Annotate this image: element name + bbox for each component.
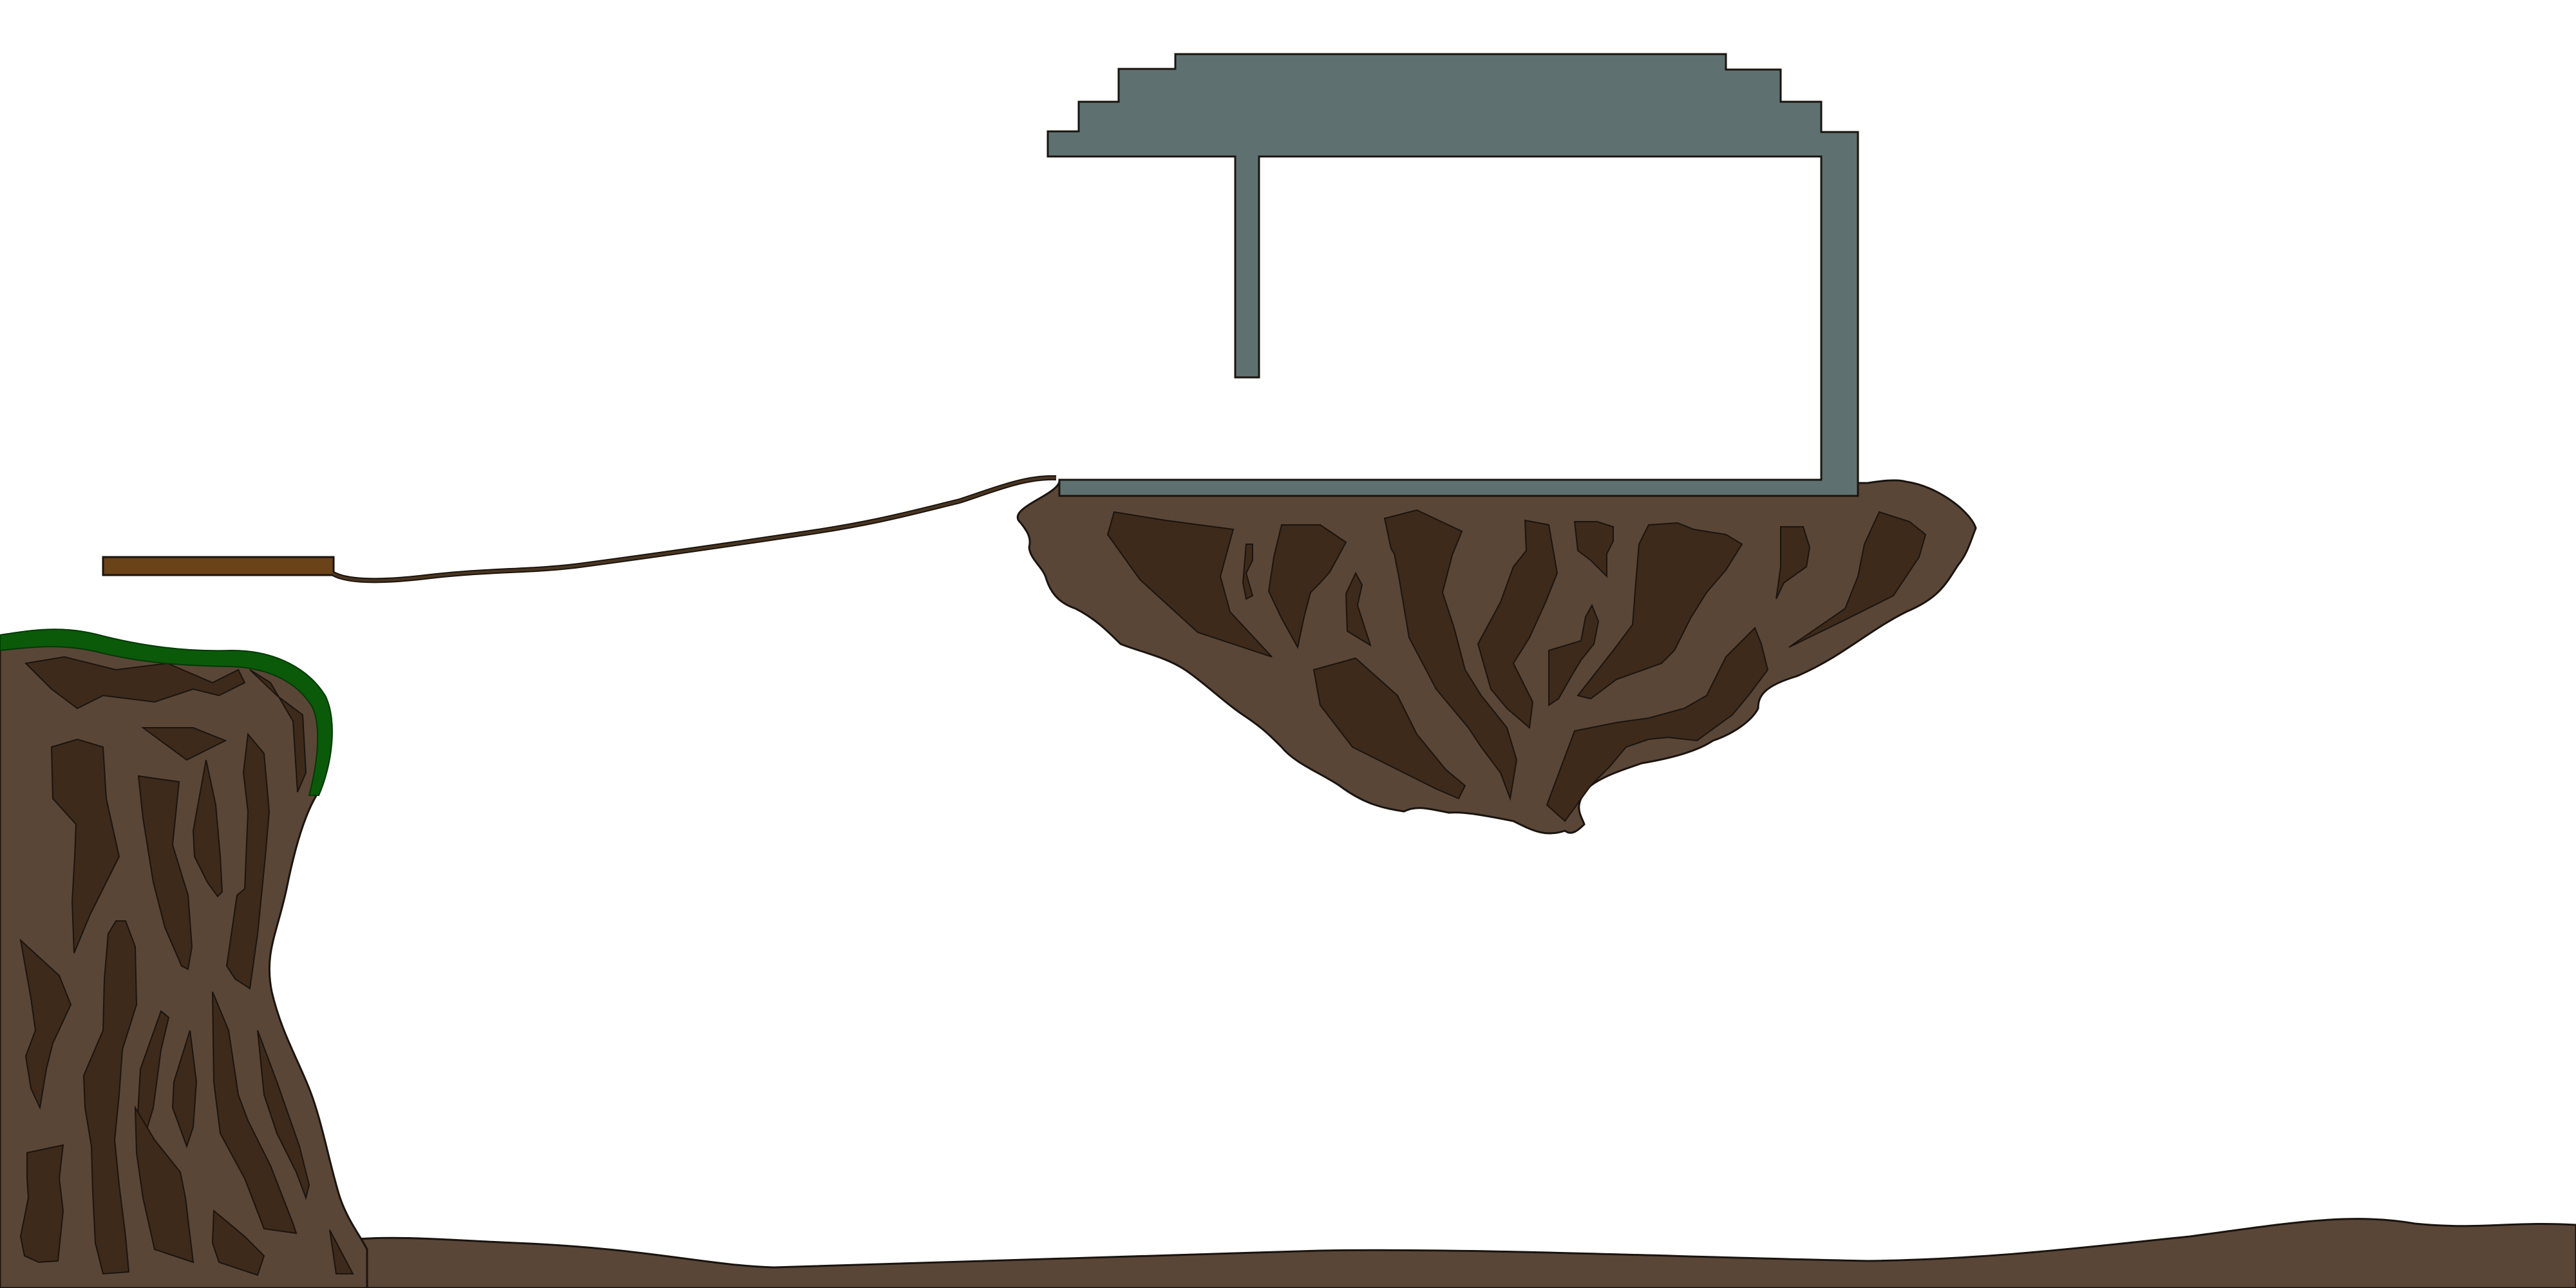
grass-ledge — [0, 629, 333, 796]
rope — [330, 475, 1057, 583]
wooden-plank[interactable] — [102, 556, 335, 576]
cliff-crevices — [19, 656, 354, 1276]
island-crevices — [1106, 509, 1927, 822]
ground-terrain — [346, 1218, 2576, 1288]
metal-frame — [1046, 53, 1859, 497]
rope-core — [331, 476, 1057, 582]
